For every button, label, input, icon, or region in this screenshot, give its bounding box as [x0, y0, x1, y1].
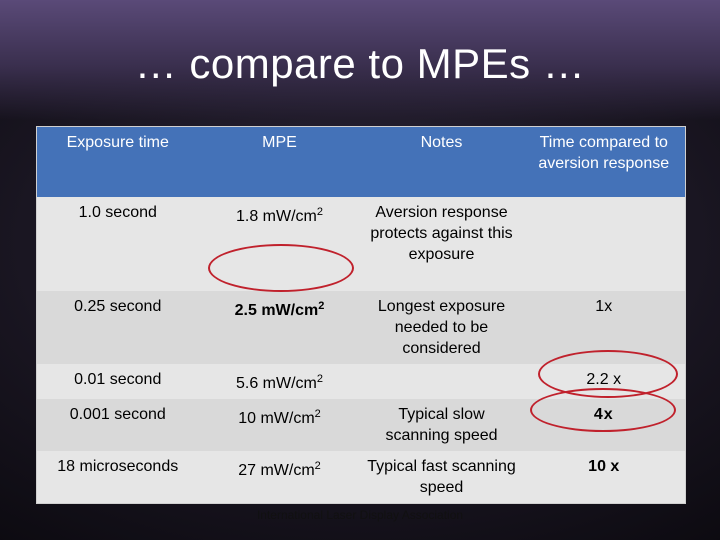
table-row: 1.0 second 1.8 mW/cm2 Aversion response …	[36, 197, 686, 291]
cell-mpe: 27 mW/cm2	[198, 451, 361, 504]
cell-exposure: 0.01 second	[36, 364, 199, 399]
cell-notes: Typical slow scanning speed	[360, 399, 523, 451]
slide-title: … compare to MPEs …	[134, 40, 586, 87]
title-band	[0, 0, 720, 120]
mpe-value: 27 mW/cm	[238, 462, 315, 479]
cell-notes	[360, 364, 523, 399]
mpe-exponent: 2	[316, 373, 323, 385]
cell-notes: Aversion response protects against this …	[360, 197, 523, 291]
header-exposure-time: Exposure time	[36, 126, 199, 197]
highlight-circle-4x	[530, 388, 676, 432]
cell-mpe: 2.5 mW/cm2	[198, 291, 361, 364]
cell-exposure: 18 microseconds	[36, 451, 199, 504]
cell-notes: Longest exposure needed to be considered	[360, 291, 523, 364]
mpe-value: 10 mW/cm	[238, 410, 315, 427]
mpe-comparison-table: Exposure time MPE Notes Time compared to…	[36, 126, 686, 504]
mpe-exponent: 2	[314, 408, 321, 420]
cell-exposure: 1.0 second	[36, 197, 199, 291]
table-row: 0.25 second 2.5 mW/cm2 Longest exposure …	[36, 291, 686, 364]
cell-exposure: 0.001 second	[36, 399, 199, 451]
header-notes: Notes	[360, 126, 523, 197]
cell-compared: 10 x	[522, 451, 686, 504]
mpe-exponent: 2	[314, 460, 321, 472]
mpe-exponent: 2	[318, 300, 325, 312]
highlight-circle-mpe	[208, 244, 354, 292]
cell-notes: Typical fast scanning speed	[360, 451, 523, 504]
mpe-value: 1.8 mW/cm	[235, 208, 317, 225]
footer-credit: International Laser Display Association	[256, 508, 464, 522]
header-time-compared: Time compared to aversion response	[522, 126, 686, 197]
cell-compared	[522, 197, 686, 291]
mpe-exponent: 2	[316, 206, 323, 218]
header-mpe: MPE	[198, 126, 361, 197]
mpe-value: 5.6 mW/cm	[235, 375, 317, 392]
mpe-value: 2.5 mW/cm	[234, 302, 319, 319]
table-row: 18 microseconds 27 mW/cm2 Typical fast s…	[36, 451, 686, 504]
cell-exposure: 0.25 second	[36, 291, 199, 364]
table-header-row: Exposure time MPE Notes Time compared to…	[36, 126, 686, 197]
cell-mpe: 5.6 mW/cm2	[198, 364, 361, 399]
cell-mpe: 10 mW/cm2	[198, 399, 361, 451]
